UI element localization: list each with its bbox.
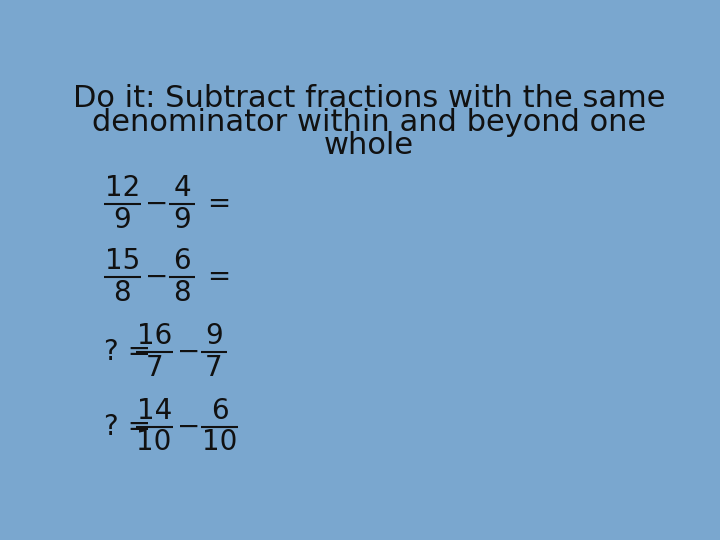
Text: 10: 10 [202,428,237,456]
Text: 7: 7 [145,354,163,381]
Text: 10: 10 [137,428,172,456]
Text: 8: 8 [174,279,191,307]
Text: ? =: ? = [104,338,160,366]
Text: 9: 9 [114,206,131,234]
Text: =: = [199,190,232,218]
Text: 14: 14 [137,397,172,425]
Text: =: = [199,263,232,291]
Text: 7: 7 [205,354,222,381]
Text: −: − [177,413,200,441]
Text: ? =: ? = [104,413,160,441]
Text: 6: 6 [174,247,191,275]
Text: 8: 8 [114,279,131,307]
Text: Do it: Subtract fractions with the same: Do it: Subtract fractions with the same [73,84,665,112]
Text: 12: 12 [104,174,140,202]
Text: whole: whole [324,131,414,160]
Text: denominator within and beyond one: denominator within and beyond one [92,109,646,138]
Text: 16: 16 [137,322,172,350]
Text: 15: 15 [104,247,140,275]
Text: −: − [177,338,200,366]
Text: −: − [145,263,168,291]
Text: 9: 9 [174,206,191,234]
Text: 9: 9 [205,322,222,350]
Text: 4: 4 [174,174,191,202]
Text: −: − [145,190,168,218]
Text: 6: 6 [211,397,228,425]
